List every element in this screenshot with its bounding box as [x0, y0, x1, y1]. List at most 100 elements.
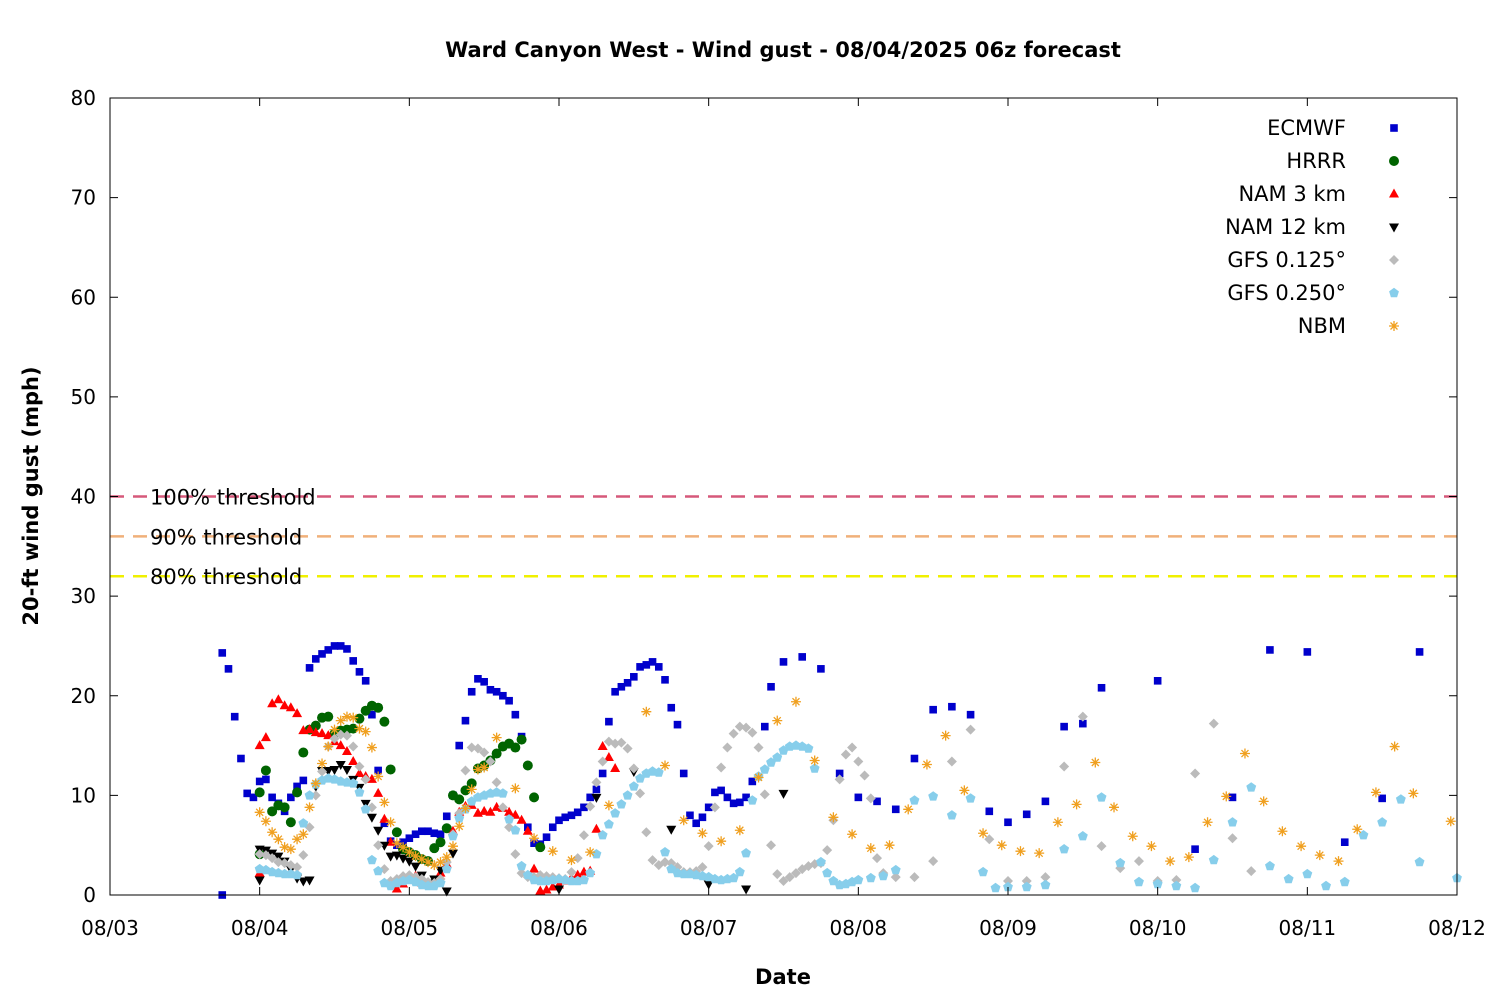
data-point-gfs-0-250 [772, 752, 783, 762]
data-point-nbm [1202, 817, 1213, 828]
data-point-ecmwf [324, 646, 333, 654]
data-point-nam-12-km [323, 766, 334, 776]
data-point-nbm [429, 860, 440, 871]
data-point-nam-12-km [591, 793, 602, 803]
data-point-ecmwf [1022, 810, 1031, 819]
data-point-nbm [828, 812, 839, 823]
data-point-gfs-0-125 [348, 741, 359, 752]
data-point-gfs-0-250 [965, 793, 976, 803]
data-point-hrrr [429, 843, 440, 854]
data-point-ecmwf [1303, 648, 1312, 656]
legend-marker-nbm [1389, 321, 1399, 331]
data-point-hrrr [491, 748, 502, 759]
legend-label-nam-12-km: NAM 12 km [1225, 215, 1346, 239]
data-point-nbm [1183, 852, 1194, 863]
data-point-gfs-0-250 [990, 882, 1001, 893]
legend-marker-gfs-0-250 [1389, 287, 1399, 298]
data-point-hrrr [466, 778, 477, 789]
data-point-gfs-0-250 [1190, 882, 1200, 893]
data-point-nam-12-km [391, 851, 402, 861]
data-point-ecmwf [262, 775, 270, 784]
data-point-gfs-0-250 [734, 866, 745, 877]
data-point-nbm [254, 807, 265, 818]
data-point-nbm [366, 742, 377, 753]
data-point-gfs-0-250 [909, 795, 920, 805]
data-point-nbm [285, 844, 296, 855]
data-point-gfs-0-125 [834, 774, 845, 785]
data-point-nbm [547, 846, 558, 857]
data-point-nbm [1352, 824, 1363, 835]
data-point-nam-3-km [529, 863, 540, 873]
data-point-ecmwf [255, 777, 264, 786]
data-point-nbm [641, 706, 652, 717]
data-point-gfs-0-250 [635, 773, 645, 783]
data-point-nbm [460, 803, 471, 814]
data-point-hrrr [373, 702, 384, 713]
data-point-nbm [304, 802, 315, 813]
data-point-ecmwf [779, 658, 788, 666]
data-point-ecmwf [237, 754, 245, 763]
data-point-gfs-0-250 [878, 870, 889, 881]
data-point-gfs-0-125 [853, 756, 864, 767]
data-point-gfs-0-250 [728, 872, 739, 883]
data-point-ecmwf [442, 812, 451, 821]
data-point-ecmwf [642, 661, 651, 669]
data-point-ecmwf [418, 827, 426, 836]
data-point-nbm [1370, 787, 1381, 798]
legend-label-gfs-0-250: GFS 0.250° [1227, 281, 1346, 305]
data-point-nbm [1333, 856, 1344, 867]
data-point-nam-12-km [329, 765, 340, 775]
data-point-gfs-0-125 [1040, 872, 1051, 883]
data-point-nam-12-km [254, 876, 265, 886]
data-point-nbm [416, 854, 427, 865]
data-point-gfs-0-250 [1208, 854, 1219, 865]
data-point-gfs-0-125 [872, 853, 883, 864]
data-point-gfs-0-250 [803, 743, 814, 753]
data-point-gfs-0-125 [622, 743, 633, 754]
data-point-nbm [329, 724, 340, 735]
data-point-gfs-0-250 [1321, 880, 1331, 891]
data-point-gfs-0-125 [466, 742, 477, 753]
data-point-nbm [1277, 826, 1288, 837]
data-point-gfs-0-125 [628, 763, 639, 774]
data-point-ecmwf [293, 782, 301, 791]
data-point-nbm [391, 838, 402, 849]
data-point-nbm [678, 815, 689, 826]
x-tick-label: 08/08 [830, 916, 888, 940]
data-point-ecmwf [430, 829, 439, 838]
data-point-gfs-0-250 [946, 810, 957, 820]
data-point-nbm [1052, 817, 1063, 828]
data-point-gfs-0-125 [354, 761, 365, 772]
data-point-gfs-0-250 [354, 787, 365, 797]
data-point-hrrr [535, 842, 546, 853]
data-point-gfs-0-250 [304, 790, 315, 800]
data-point-gfs-0-125 [909, 872, 920, 883]
data-point-gfs-0-125 [267, 853, 278, 864]
x-tick-label: 08/03 [81, 916, 139, 940]
chart-title: Ward Canyon West - Wind gust - 08/04/202… [445, 38, 1121, 62]
data-point-ecmwf [1153, 677, 1162, 685]
data-point-gfs-0-250 [597, 830, 608, 840]
data-point-gfs-0-125 [1246, 866, 1257, 877]
data-point-nbm [398, 842, 409, 853]
data-point-ecmwf [424, 827, 432, 836]
data-point-gfs-0-250 [610, 808, 621, 818]
data-point-ecmwf [817, 665, 825, 673]
data-point-gfs-0-250 [1171, 880, 1182, 891]
data-point-gfs-0-125 [1227, 833, 1238, 844]
data-point-ecmwf [361, 677, 370, 685]
data-point-ecmwf [486, 685, 495, 694]
data-point-ecmwf [630, 673, 638, 681]
data-point-nam-12-km [410, 862, 421, 872]
data-point-nam-3-km [260, 732, 271, 742]
data-point-hrrr [260, 765, 271, 776]
data-point-ecmwf [704, 803, 713, 812]
y-axis-ticks: 0 10 20 30 40 50 60 70 80 [71, 86, 1457, 907]
data-point-gfs-0-125 [741, 722, 752, 733]
legend-marker-gfs-0-125 [1389, 255, 1399, 265]
data-point-nam-12-km [341, 765, 352, 775]
data-point-gfs-0-250 [747, 795, 758, 805]
data-point-gfs-0-125 [472, 743, 483, 754]
data-point-nam-3-km [292, 708, 303, 718]
